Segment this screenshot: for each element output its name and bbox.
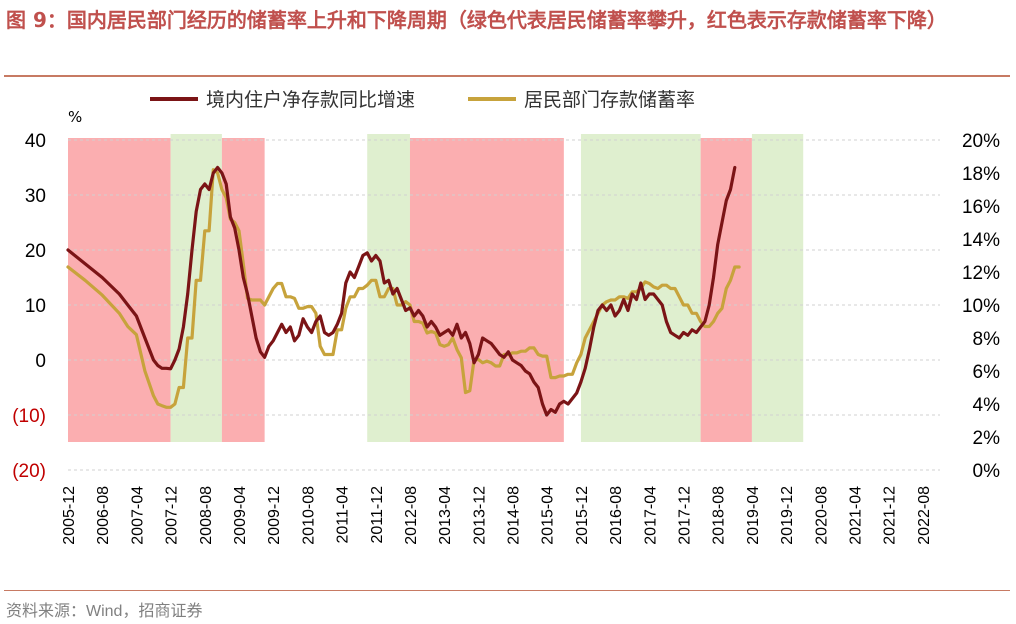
grid-layer bbox=[68, 139, 940, 471]
x-tick-label: 2006-08 bbox=[95, 486, 112, 545]
x-tick-label: 2017-04 bbox=[642, 486, 659, 545]
x-tick-label: 2020-08 bbox=[813, 486, 830, 545]
x-axis: 2005-12 2006-08 2007-04 2007-12 2008-08 2009-… bbox=[61, 486, 933, 545]
right-tick-label: 10% bbox=[962, 296, 1000, 317]
series-line-growth bbox=[66, 165, 737, 417]
right-tick-label: 4% bbox=[973, 395, 1001, 416]
right-tick-label: 14% bbox=[962, 230, 1000, 251]
x-tick-label: 2021-12 bbox=[882, 486, 899, 545]
x-tick-label: 2007-12 bbox=[164, 486, 181, 545]
right-tick-label: 8% bbox=[973, 329, 1001, 350]
series-line-rate bbox=[66, 168, 741, 409]
series-layer bbox=[66, 165, 741, 417]
left-tick-label: 20 bbox=[25, 241, 46, 262]
x-tick-label: 2007-04 bbox=[129, 486, 146, 545]
x-tick-label: 2019-04 bbox=[745, 486, 762, 545]
x-tick-label: 2014-08 bbox=[506, 486, 523, 545]
x-tick-label: 2011-12 bbox=[369, 486, 386, 544]
left-tick-label: 0 bbox=[35, 351, 46, 372]
right-axis: 20% 18% 16% 14% 12% 10% 8% 6% 4% 2% 0% bbox=[962, 131, 1000, 482]
x-tick-label: 2005-12 bbox=[61, 486, 78, 545]
x-tick-label: 2017-12 bbox=[677, 486, 694, 545]
legend: 境内住户净存款同比增速 居民部门存款储蓄率 bbox=[150, 89, 695, 111]
left-tick-label: 40 bbox=[25, 131, 46, 152]
right-tick-label: 12% bbox=[962, 263, 1000, 284]
right-tick-label: 2% bbox=[973, 428, 1001, 449]
x-tick-label: 2015-12 bbox=[574, 486, 591, 545]
right-tick-label: 16% bbox=[962, 197, 1000, 218]
title-divider bbox=[4, 75, 1010, 77]
x-tick-label: 2009-12 bbox=[266, 486, 283, 545]
legend-label-growth: 境内住户净存款同比增速 bbox=[206, 89, 415, 111]
x-tick-label: 2015-04 bbox=[540, 486, 557, 545]
right-tick-label: 20% bbox=[962, 131, 1000, 152]
footer-divider bbox=[4, 590, 1010, 591]
right-tick-label: 6% bbox=[973, 362, 1001, 383]
x-tick-label: 2010-08 bbox=[300, 486, 317, 545]
left-tick-label: (10) bbox=[12, 406, 46, 427]
left-axis: 40 30 20 10 0 (10) (20) bbox=[12, 131, 46, 482]
x-tick-label: 2021-04 bbox=[848, 486, 865, 545]
x-tick-label: 2013-04 bbox=[437, 486, 454, 545]
x-tick-label: 2009-04 bbox=[232, 486, 249, 545]
left-tick-label: 10 bbox=[25, 296, 46, 317]
x-tick-label: 2013-12 bbox=[471, 486, 488, 545]
x-tick-label: 2011-04 bbox=[335, 486, 352, 544]
right-tick-label: 0% bbox=[973, 461, 1001, 482]
green-band bbox=[751, 134, 804, 442]
right-tick-label: 18% bbox=[962, 164, 1000, 185]
left-tick-label: (20) bbox=[12, 461, 46, 482]
left-tick-label: 30 bbox=[25, 186, 46, 207]
chart: 境内住户净存款同比增速 居民部门存款储蓄率 % 40 30 20 10 0 (10) (20… bbox=[12, 89, 1000, 545]
x-tick-label: 2022-08 bbox=[916, 486, 933, 545]
y-axis-unit: % bbox=[68, 108, 82, 126]
x-tick-label: 2012-08 bbox=[403, 486, 420, 545]
x-tick-label: 2008-08 bbox=[198, 486, 215, 545]
x-tick-label: 2018-08 bbox=[711, 486, 728, 545]
x-tick-label: 2016-08 bbox=[608, 486, 625, 545]
figure-title: 图 9：国内居民部门经历的储蓄率上升和下降周期（绿色代表居民储蓄率攀升，红色表示… bbox=[6, 8, 947, 32]
x-tick-label: 2019-12 bbox=[779, 486, 796, 545]
source-note: 资料来源：Wind，招商证券 bbox=[6, 603, 203, 620]
legend-label-rate: 居民部门存款储蓄率 bbox=[524, 89, 695, 111]
red-band bbox=[221, 138, 265, 442]
